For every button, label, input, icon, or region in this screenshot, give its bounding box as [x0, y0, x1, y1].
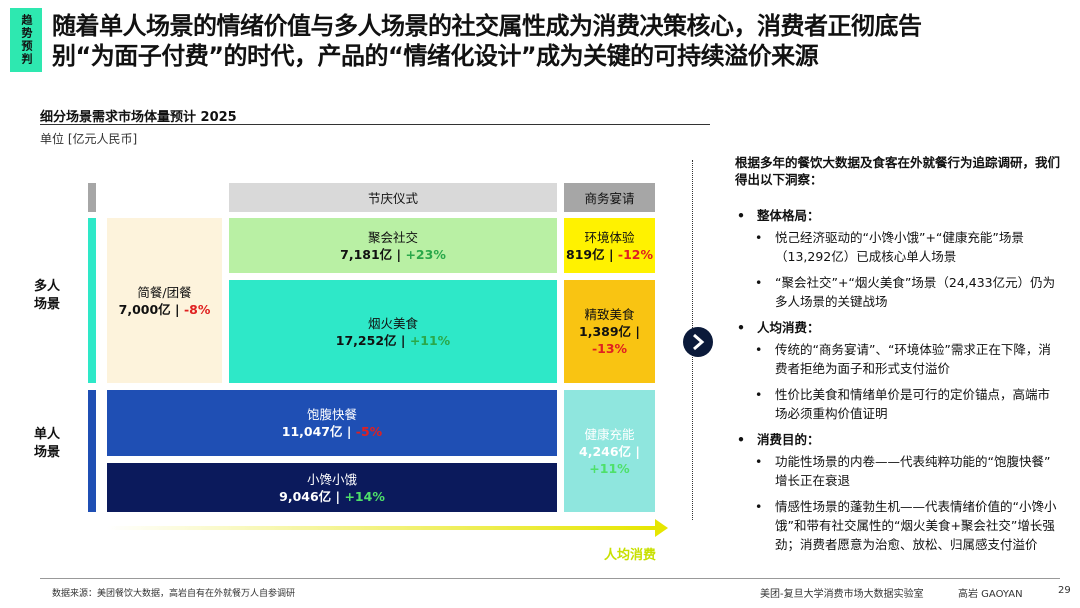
insight-item: 悦己经济驱动的“小馋小饿”+“健康充能”场景（13,292亿）已成核心单人场景 — [753, 228, 1060, 266]
separator: | — [392, 246, 406, 262]
tile-name: 健康充能 — [584, 426, 635, 442]
change: -5% — [355, 424, 383, 439]
section-tag: 趋势预判 — [10, 8, 42, 72]
arrow-icon — [683, 327, 713, 357]
tile-value: 7,181亿 | +23% — [340, 246, 446, 263]
separator: | — [396, 332, 410, 348]
tile-value: 7,000亿 | -8% — [119, 301, 211, 318]
brand: 高岩 GAOYAN — [958, 589, 1023, 600]
change: -13% — [591, 341, 628, 356]
column-header: 节庆仪式 — [229, 183, 557, 212]
change: +11% — [589, 460, 630, 476]
insight-heading: 整体格局： — [735, 206, 1060, 225]
insight-section: 整体格局： 悦己经济驱动的“小馋小饿”+“健康充能”场景（13,292亿）已成核心… — [735, 206, 1060, 311]
column-header: 商务宴请 — [564, 183, 655, 212]
tile: 健康充能 4,246亿 | +11% — [564, 390, 655, 512]
tile-name: 小馋小饿 — [306, 471, 357, 487]
tile: 简餐/团餐 7,000亿 | -8% — [107, 218, 222, 383]
insight-item: “聚会社交”+“烟火美食”场景（24,433亿元）仍为多人场景的关键战场 — [753, 273, 1060, 311]
amount: 17,252亿 — [335, 332, 397, 348]
insight-section: 消费目的： 功能性场景的内卷——代表纯粹功能的“饱腹快餐”增长正在衰退情感性场景的… — [735, 430, 1060, 554]
tile-name: 环境体验 — [584, 229, 635, 245]
tile-value: 11,047亿 | -5% — [282, 423, 382, 440]
amount: 7,181亿 — [340, 246, 393, 262]
row-bar — [88, 218, 96, 383]
title-line: 随着单人场景的情绪价值与多人场景的社交属性成为消费决策核心，消费者正彻底告 — [52, 12, 922, 40]
tile-name: 聚会社交 — [367, 229, 418, 245]
rule — [40, 124, 710, 125]
separator: | — [342, 424, 356, 439]
x-label: 人均消费 — [604, 548, 657, 563]
insight-item: 功能性场景的内卷——代表纯粹功能的“饱腹快餐”增长正在衰退 — [753, 452, 1060, 490]
tile: 饱腹快餐 11,047亿 | -5% — [107, 390, 557, 456]
amount: 11,047亿 — [281, 424, 343, 439]
tile-name: 烟火美食 — [367, 315, 418, 331]
title-line: 别“为面子付费”的时代，产品的“情绪化设计”成为关键的可持续溢价来源 — [52, 42, 819, 70]
change: +23% — [405, 246, 446, 262]
change: -12% — [617, 246, 653, 262]
tile-value: 819亿 | -12% — [566, 246, 653, 263]
separator: | — [170, 301, 184, 317]
header-bar — [88, 183, 96, 212]
insights: 根据多年的餐饮大数据及食客在外就餐行为追踪调研，我们得出以下洞察： 整体格局： 悦… — [735, 154, 1060, 561]
insight-heading: 消费目的： — [735, 430, 1060, 449]
row-label: 单人场景 — [34, 427, 61, 460]
tile-name: 简餐/团餐 — [137, 284, 192, 300]
insight-section: 人均消费： 传统的“商务宴请”、“环境体验”需求正在下降，消费者拒绝为面子和形式支… — [735, 318, 1060, 423]
change: +14% — [344, 488, 385, 504]
footer-rule — [40, 578, 1060, 579]
separator: | — [631, 324, 640, 339]
tile-value: 4,246亿 | +11% — [579, 443, 640, 477]
tile-name: 精致美食 — [584, 307, 635, 322]
row-label: 多人场景 — [34, 279, 61, 312]
row-bar — [88, 390, 96, 512]
unit: 单位 [亿元人民币] — [40, 132, 138, 146]
org: 美团-复旦大学消费市场大数据实验室 — [760, 589, 924, 600]
amount: 1,389亿 — [579, 324, 632, 339]
source: 数据来源：美团餐饮大数据，高岩自有在外就餐万人自参调研 — [52, 589, 296, 599]
tile: 小馋小饿 9,046亿 | +14% — [107, 463, 557, 512]
sections: 整体格局： 悦己经济驱动的“小馋小饿”+“健康充能”场景（13,292亿）已成核心… — [735, 206, 1060, 554]
tile: 聚会社交 7,181亿 | +23% — [229, 218, 557, 273]
insight-item: 传统的“商务宴请”、“环境体验”需求正在下降，消费者拒绝为面子和形式支付溢价 — [753, 340, 1060, 378]
insight-item: 性价比美食和情绪单价是可行的定价锚点，高端市场必须重构价值证明 — [753, 385, 1060, 423]
amount: 7,000亿 — [118, 301, 171, 317]
insight-item: 情感性场景的蓬勃生机——代表情绪价值的“小馋小饿”和带有社交属性的“烟火美食+聚… — [753, 497, 1060, 554]
amount: 819亿 — [566, 246, 605, 262]
amount: 9,046亿 — [279, 488, 332, 504]
page-number: 29 — [1058, 585, 1071, 596]
tile-value: 9,046亿 | +14% — [279, 488, 385, 505]
tile-value: 1,389亿 | -13% — [564, 323, 655, 357]
separator: | — [631, 443, 640, 459]
tile: 精致美食 1,389亿 | -13% — [564, 280, 655, 383]
x-arrow — [107, 519, 668, 537]
tile-value: 17,252亿 | +11% — [336, 332, 450, 349]
change: +11% — [409, 332, 451, 348]
tile: 烟火美食 17,252亿 | +11% — [229, 280, 557, 383]
insight-heading: 人均消费： — [735, 318, 1060, 337]
separator: | — [331, 488, 345, 504]
amount: 4,246亿 — [579, 443, 632, 459]
tile-name: 饱腹快餐 — [306, 407, 357, 422]
chart-title: 细分场景需求市场体量预计 2025 — [40, 110, 237, 125]
change: -8% — [183, 301, 211, 317]
tile: 环境体验 819亿 | -12% — [564, 218, 655, 273]
separator: | — [604, 246, 618, 262]
intro: 根据多年的餐饮大数据及食客在外就餐行为追踪调研，我们得出以下洞察： — [735, 155, 1061, 187]
